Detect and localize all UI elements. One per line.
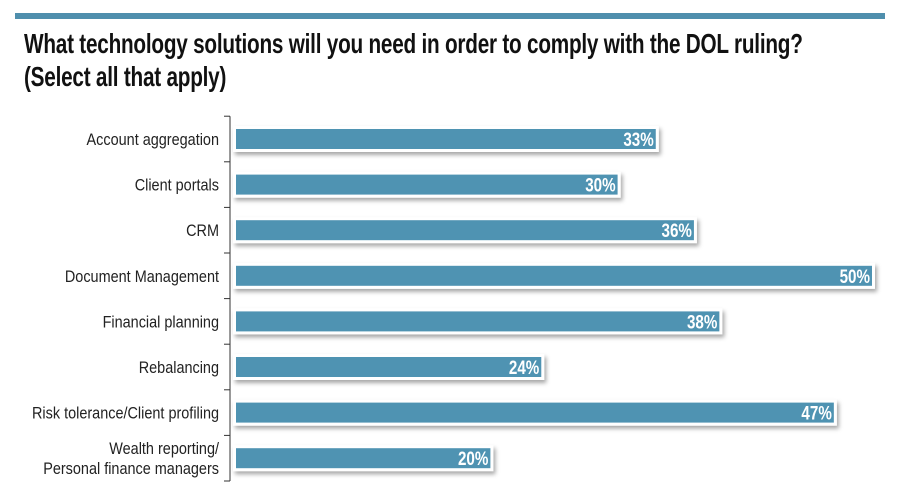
bar [236,129,656,149]
category-label: Rebalancing [139,359,219,377]
bar [236,174,618,195]
value-label: 33% [623,128,653,150]
value-label: 24% [509,356,539,378]
bar [236,311,720,332]
value-label: 47% [801,402,831,424]
value-label: 36% [662,220,692,242]
category-label: Document Management [65,268,220,286]
category-label: Wealth reporting/Personal finance manage… [43,440,219,478]
bar [236,402,834,423]
category-label: Client portals [135,177,219,195]
category-label: Risk tolerance/Client profiling [32,405,219,423]
bar [236,265,872,286]
chart-subtitle: (Select all that apply) [24,61,227,92]
chart-title: What technology solutions will you need … [24,28,803,59]
value-label: 20% [458,448,488,470]
top-accent-bar [15,13,885,19]
category-label: CRM [186,222,219,240]
value-label: 30% [585,174,615,196]
bar [236,357,542,377]
bar [236,220,694,241]
category-label: Financial planning [103,313,219,331]
category-label: Account aggregation [87,131,219,149]
value-label: 38% [687,311,717,333]
bar [236,448,491,469]
value-label: 50% [840,265,870,287]
